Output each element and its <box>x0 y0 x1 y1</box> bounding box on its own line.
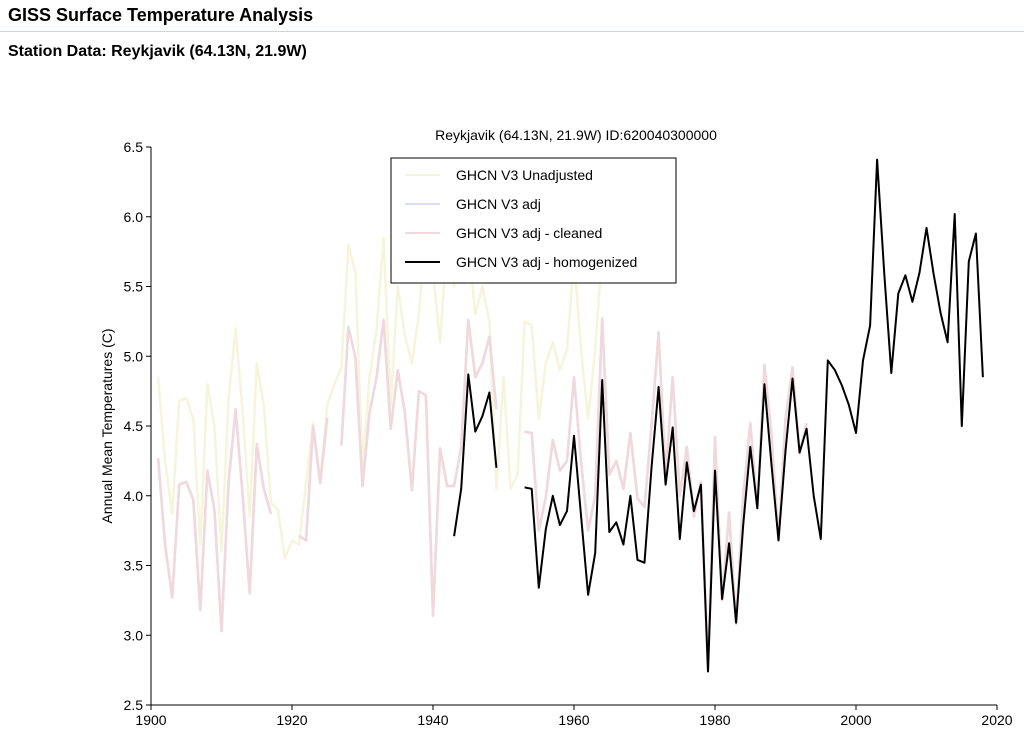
x-tick-label: 1940 <box>417 712 448 728</box>
y-tick-label: 6.5 <box>124 139 144 155</box>
series-line-3 <box>156 317 808 672</box>
legend-label: GHCN V3 adj - homogenized <box>456 254 637 270</box>
x-tick-label: 1920 <box>276 712 307 728</box>
x-tick-label: 1960 <box>558 712 589 728</box>
series-line-4 <box>453 158 984 673</box>
x-tick-label: 2020 <box>981 712 1012 728</box>
legend: GHCN V3 Unadjusted GHCN V3 adj GHCN V3 adj… <box>390 157 677 284</box>
y-tick-label: 6.0 <box>124 209 144 225</box>
page-title: GISS Surface Temperature Analysis <box>8 5 314 25</box>
x-tick-label: 1900 <box>135 712 166 728</box>
x-tick-label: 1980 <box>699 712 730 728</box>
y-axis-label: Annual Mean Temperatures (C) <box>99 328 115 523</box>
legend-label: GHCN V3 adj - cleaned <box>456 225 602 241</box>
axes: 2.5 3.0 3.5 4.0 4.5 5.0 5.5 6.0 6.5 1900 1920 1940 1… <box>124 139 1013 728</box>
page-subtitle: Station Data: Reykjavik (64.13N, 21.9W) <box>8 43 307 60</box>
y-tick-label: 2.5 <box>124 697 144 713</box>
series-line-1 <box>156 229 604 560</box>
series-layer <box>156 158 984 673</box>
y-tick-label: 5.5 <box>124 279 144 295</box>
y-tick-label: 4.0 <box>124 488 144 504</box>
x-tick-label: 2000 <box>840 712 871 728</box>
chart-title: Reykjavik (64.13N, 21.9W) ID:62004030000… <box>435 127 717 143</box>
y-tick-label: 3.0 <box>124 627 144 643</box>
title-divider <box>0 31 1024 32</box>
y-tick-label: 3.5 <box>124 558 144 574</box>
legend-label: GHCN V3 Unadjusted <box>456 167 593 183</box>
legend-label: GHCN V3 adj <box>456 196 541 212</box>
y-tick-label: 4.5 <box>124 418 144 434</box>
y-tick-label: 5.0 <box>124 348 144 364</box>
